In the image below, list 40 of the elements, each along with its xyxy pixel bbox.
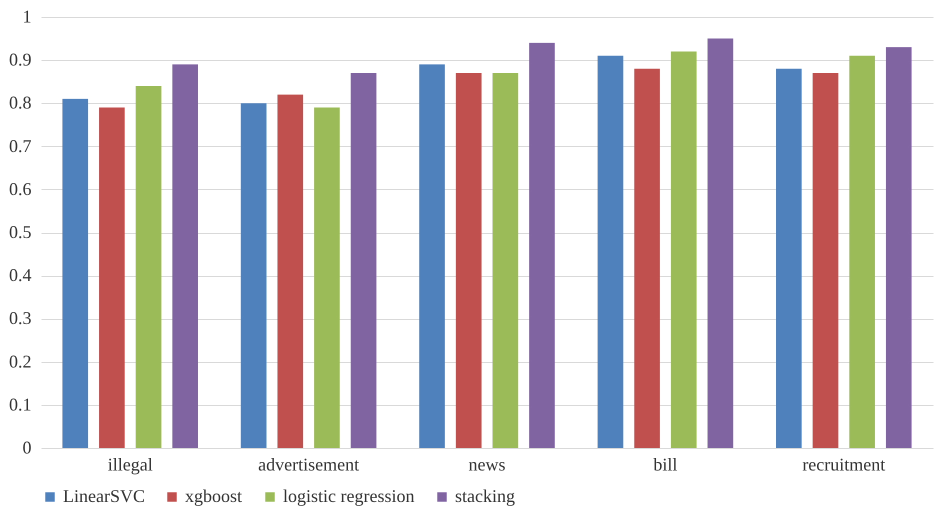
bar: [419, 64, 445, 448]
bar: [314, 108, 340, 448]
bar: [456, 73, 482, 448]
y-tick-label: 0.8: [9, 92, 32, 113]
bar: [529, 42, 555, 448]
y-tick-label: 0.9: [9, 50, 32, 70]
x-tick-label: bill: [653, 454, 678, 474]
y-tick-label: 0.2: [9, 351, 32, 372]
y-tick-label: 0.6: [9, 178, 32, 199]
bar: [670, 51, 697, 448]
bar: [350, 73, 376, 448]
bar: [708, 38, 734, 448]
bar: [849, 56, 875, 448]
y-tick-label: 0.3: [9, 308, 32, 328]
bar: [886, 47, 912, 448]
bar: [240, 103, 266, 448]
y-tick-label: 0.5: [9, 222, 32, 242]
bar: [776, 68, 802, 448]
bar: [277, 94, 304, 448]
x-tick-label: recruitment: [802, 454, 886, 474]
legend-label: logistic regression: [283, 486, 414, 506]
legend-label: xgboost: [185, 486, 242, 506]
legend-label: stacking: [455, 486, 515, 506]
legend-label: LinearSVC: [63, 486, 145, 506]
bar: [492, 73, 518, 448]
y-tick-label: 1: [22, 6, 32, 26]
bar: [99, 108, 125, 448]
bar: [812, 73, 838, 448]
y-tick-label: 0.7: [9, 136, 32, 156]
y-tick-label: 0.4: [9, 265, 32, 286]
bar: [634, 68, 660, 448]
y-tick-label: 0: [22, 438, 32, 458]
y-tick-label: 0.1: [9, 394, 32, 414]
x-tick-label: news: [468, 454, 506, 474]
bar: [598, 56, 624, 448]
bar: [62, 98, 88, 448]
bar: [172, 64, 198, 448]
x-tick-label: advertisement: [258, 454, 360, 474]
x-tick-label: illegal: [108, 454, 153, 474]
bar: [136, 86, 162, 448]
